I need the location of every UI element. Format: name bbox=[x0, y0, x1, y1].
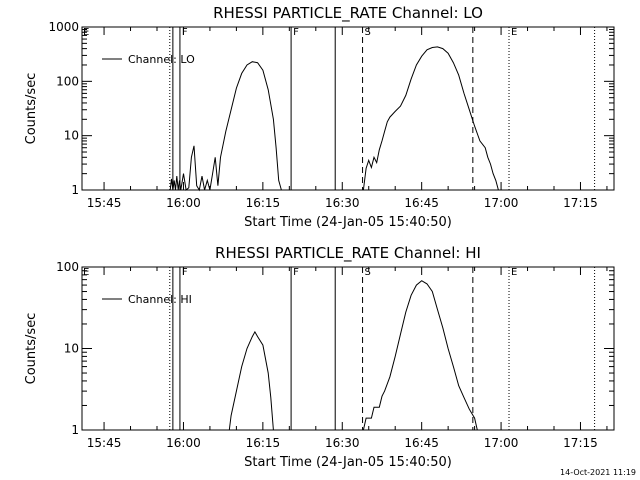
x-tick-label: 17:00 bbox=[484, 436, 519, 450]
x-tick-label: 16:15 bbox=[246, 436, 281, 450]
edge-marker-label: E bbox=[83, 267, 89, 278]
chart-title: RHESSI PARTICLE_RATE Channel: LO bbox=[213, 4, 483, 23]
x-tick-label: 16:15 bbox=[246, 196, 281, 210]
y-tick-label: 1 bbox=[71, 183, 79, 197]
y-tick-label: 100 bbox=[56, 260, 79, 274]
footer-timestamp: 14-Oct-2021 11:19 bbox=[560, 468, 636, 477]
x-tick-label: 17:15 bbox=[563, 436, 598, 450]
y-tick-label: 100 bbox=[56, 74, 79, 88]
x-axis-title: Start Time (24-Jan-05 15:40:50) bbox=[244, 215, 452, 230]
x-tick-label: 16:00 bbox=[166, 436, 201, 450]
plot-frame bbox=[81, 26, 615, 191]
panel-2: RHESSI PARTICLE_RATE Channel: HI Start Ti… bbox=[24, 244, 615, 470]
series-line-1 bbox=[169, 61, 282, 192]
legend-label: Channel: LO bbox=[128, 53, 195, 66]
series-line-2 bbox=[362, 46, 499, 191]
x-tick-label: 16:00 bbox=[166, 196, 201, 210]
panel-1: RHESSI PARTICLE_RATE Channel: LO Start Ti… bbox=[24, 4, 615, 230]
y-axis-title: Counts/sec bbox=[24, 313, 39, 385]
event-marker-label: E bbox=[511, 27, 517, 38]
legend: Channel: HI bbox=[102, 293, 192, 306]
chart-title: RHESSI PARTICLE_RATE Channel: HI bbox=[215, 244, 481, 263]
x-axis-title: Start Time (24-Jan-05 15:40:50) bbox=[244, 455, 452, 470]
y-tick-label: 10 bbox=[64, 129, 79, 143]
y-tick-label: 1000 bbox=[48, 20, 79, 34]
event-marker-label: F bbox=[293, 267, 299, 278]
x-tick-label: 17:00 bbox=[484, 196, 519, 210]
x-tick-label: 16:30 bbox=[325, 436, 360, 450]
x-tick-label: 15:45 bbox=[87, 196, 122, 210]
event-marker-label: F bbox=[182, 267, 188, 278]
x-tick-label: 17:15 bbox=[563, 196, 598, 210]
series-line-1 bbox=[228, 330, 274, 431]
event-marker-label: F bbox=[182, 27, 188, 38]
series-line-2 bbox=[362, 280, 478, 431]
x-tick-label: 16:45 bbox=[404, 436, 439, 450]
event-marker-label: F bbox=[293, 27, 299, 38]
legend-label: Channel: HI bbox=[128, 293, 192, 306]
edge-marker-label: E bbox=[83, 27, 89, 38]
x-tick-label: 16:45 bbox=[404, 196, 439, 210]
event-marker-label: S bbox=[365, 27, 371, 38]
y-tick-label: 1 bbox=[71, 423, 79, 437]
plot-frame bbox=[81, 266, 615, 431]
event-marker-label: S bbox=[365, 267, 371, 278]
y-axis-title: Counts/sec bbox=[24, 73, 39, 145]
x-tick-label: 15:45 bbox=[87, 436, 122, 450]
x-tick-label: 16:30 bbox=[325, 196, 360, 210]
event-marker-label: E bbox=[511, 267, 517, 278]
y-tick-label: 10 bbox=[64, 342, 79, 356]
legend: Channel: LO bbox=[102, 53, 195, 66]
